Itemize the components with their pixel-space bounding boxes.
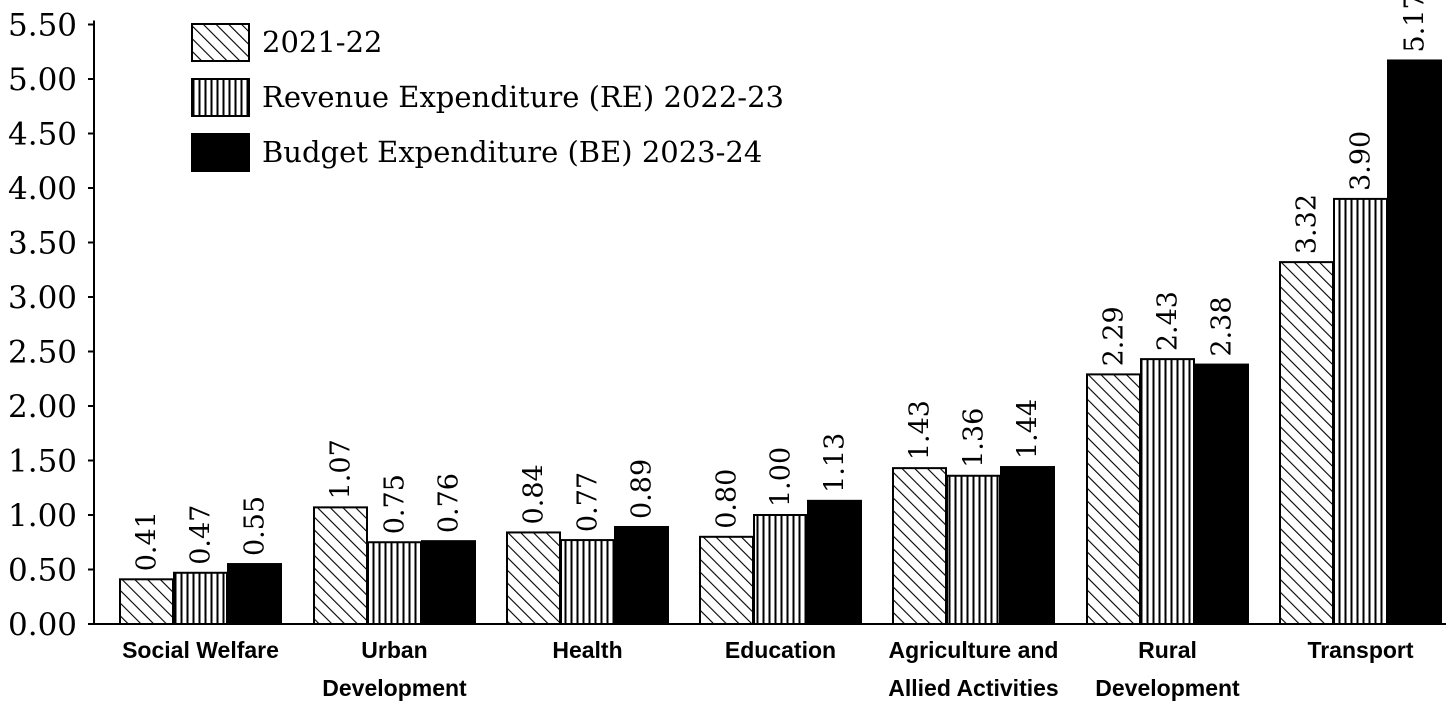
bar-2021-22-3 [699,535,754,625]
bar-2021-22-1 [313,506,368,625]
y-tick-label: 5.00 [8,62,77,98]
legend: 2021-22 Revenue Expenditure (RE) 2022-23 B… [191,23,784,172]
bar-2021-22-5 [1086,373,1141,626]
y-tick-label: 4.00 [8,171,77,207]
value-label-2021-22-4: 1.43 [905,400,936,460]
value-label-budget-expenditure-be-2023-24-5: 2.38 [1207,296,1238,356]
y-tick-label: 4.50 [8,117,77,153]
bar-budget-expenditure-be-2023-24-2 [614,525,669,625]
value-label-revenue-expenditure-re-2022-23-4: 1.36 [959,408,990,468]
x-tick-label: Development [322,675,467,701]
x-tick-label: Social Welfare [122,637,279,663]
bar-2021-22-2 [506,531,561,625]
bar-2021-22-4 [892,467,947,625]
value-label-2021-22-6: 3.32 [1292,194,1323,254]
y-tick-label: 0.00 [8,607,77,643]
value-label-budget-expenditure-be-2023-24-4: 1.44 [1013,399,1044,459]
x-axis-labels: Social Welfare Urban Development Health Educ… [122,637,1414,701]
bar-revenue-expenditure-re-2022-23-0 [173,571,228,626]
bar-budget-expenditure-be-2023-24-0 [227,563,282,625]
bar-revenue-expenditure-re-2022-23-5 [1140,358,1195,625]
y-axis-ticks: 0.00 0.50 1.00 1.50 2.00 2.50 3.00 3.50 4.00 4.50… [8,8,94,643]
value-label-revenue-expenditure-re-2022-23-5: 2.43 [1153,291,1184,351]
bar-2021-22-6 [1279,261,1334,625]
y-tick-label: 1.50 [8,444,77,480]
x-tick-label: Agriculture and [889,637,1059,663]
x-tick-label: Urban [361,637,427,663]
legend-label-revenue-expenditure-re-2022-23: Revenue Expenditure (RE) 2022-23 [262,80,784,114]
legend-label-budget-expenditure-be-2023-24: Budget Expenditure (BE) 2023-24 [262,135,762,169]
bar-revenue-expenditure-re-2022-23-4 [946,474,1001,626]
y-tick-label: 2.00 [8,389,77,425]
y-tick-label: 0.50 [8,553,77,589]
value-label-revenue-expenditure-re-2022-23-3: 1.00 [766,447,797,507]
value-label-revenue-expenditure-re-2022-23-6: 3.90 [1346,131,1377,191]
value-label-2021-22-0: 0.41 [132,511,163,571]
y-tick-label: 3.00 [8,280,77,316]
bars [119,59,1442,626]
bar-budget-expenditure-be-2023-24-5 [1194,363,1249,625]
bar-budget-expenditure-be-2023-24-1 [421,540,476,625]
bar-revenue-expenditure-re-2022-23-1 [367,541,422,625]
bar-revenue-expenditure-re-2022-23-3 [753,514,808,625]
x-tick-label: Transport [1307,637,1413,663]
x-tick-label: Development [1095,675,1240,701]
legend-swatch-budget-expenditure-be-2023-24 [191,133,250,172]
value-label-revenue-expenditure-re-2022-23-2: 0.77 [573,472,604,532]
bar-budget-expenditure-be-2023-24-4 [1000,466,1055,626]
legend-swatch-2021-22 [191,23,250,62]
value-labels: 0.41 1.07 0.84 0.80 1.43 2.29 3.32 0.47 0.75 0.77… [132,0,1431,571]
value-label-2021-22-3: 0.80 [712,469,743,529]
value-label-2021-22-2: 0.84 [519,464,550,524]
value-label-budget-expenditure-be-2023-24-3: 1.13 [820,433,851,493]
bar-revenue-expenditure-re-2022-23-2 [560,539,615,626]
y-tick-label: 5.50 [8,8,77,44]
x-tick-label: Health [552,637,622,663]
y-tick-label: 2.50 [8,335,77,371]
value-label-budget-expenditure-be-2023-24-6: 5.17 [1400,0,1431,52]
bar-revenue-expenditure-re-2022-23-6 [1333,197,1388,625]
x-tick-label: Allied Activities [888,675,1058,701]
value-label-budget-expenditure-be-2023-24-1: 0.76 [434,473,465,533]
value-label-budget-expenditure-be-2023-24-0: 0.55 [240,496,271,556]
y-tick-label: 3.50 [8,226,77,262]
x-tick-label: Education [725,637,836,663]
bar-budget-expenditure-be-2023-24-6 [1387,59,1442,626]
legend-label-2021-22: 2021-22 [262,25,383,59]
value-label-budget-expenditure-be-2023-24-2: 0.89 [627,459,658,519]
value-label-2021-22-5: 2.29 [1099,306,1130,366]
bar-budget-expenditure-be-2023-24-3 [807,499,862,625]
bar-2021-22-0 [119,578,174,625]
legend-swatch-revenue-expenditure-re-2022-23 [191,78,250,117]
x-tick-label: Rural [1138,637,1197,663]
value-label-revenue-expenditure-re-2022-23-1: 0.75 [380,474,411,534]
y-tick-label: 1.00 [8,498,77,534]
value-label-revenue-expenditure-re-2022-23-0: 0.47 [186,505,217,565]
value-label-2021-22-1: 1.07 [326,439,357,499]
